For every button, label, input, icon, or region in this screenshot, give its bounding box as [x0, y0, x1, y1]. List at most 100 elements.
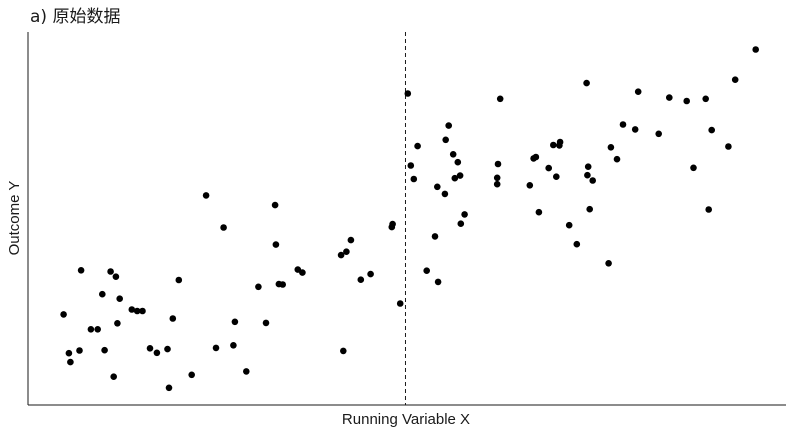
data-point — [634, 88, 642, 95]
points-layer — [60, 46, 759, 392]
data-point — [434, 278, 442, 286]
data-point — [343, 248, 350, 255]
data-point — [67, 358, 74, 366]
data-point — [271, 201, 279, 209]
data-point — [607, 144, 615, 151]
data-point — [299, 269, 306, 276]
data-point — [573, 240, 581, 248]
data-point — [631, 126, 639, 133]
data-point — [619, 121, 627, 128]
data-point — [457, 220, 465, 227]
data-point — [461, 211, 468, 218]
x-axis-label: Running Variable X — [342, 411, 470, 428]
data-point — [99, 290, 106, 298]
data-point — [112, 273, 120, 281]
data-point — [410, 175, 418, 183]
data-point — [114, 320, 121, 327]
data-point — [357, 276, 365, 284]
data-point — [535, 208, 543, 216]
data-point — [584, 171, 591, 179]
data-point — [340, 347, 347, 355]
data-point — [496, 95, 504, 103]
data-point — [494, 160, 502, 168]
data-point — [94, 326, 101, 333]
data-point — [279, 281, 287, 288]
data-point — [77, 267, 85, 274]
data-point — [231, 318, 239, 326]
data-point — [532, 153, 540, 161]
data-point — [243, 368, 250, 375]
data-point — [337, 251, 345, 259]
data-point — [212, 344, 220, 352]
data-point — [139, 307, 146, 315]
data-point — [589, 177, 596, 184]
data-point — [110, 373, 117, 381]
data-point — [584, 163, 592, 170]
data-point — [565, 221, 573, 229]
data-point — [414, 142, 421, 150]
data-point — [175, 276, 183, 284]
data-point — [116, 295, 123, 303]
data-point — [133, 307, 141, 315]
data-point — [526, 182, 534, 189]
data-point — [445, 122, 453, 129]
data-point — [60, 311, 67, 318]
data-point — [752, 46, 759, 53]
data-point — [666, 94, 673, 101]
data-point — [708, 126, 715, 134]
data-point — [367, 270, 374, 278]
data-point — [434, 183, 441, 191]
data-point — [725, 143, 732, 150]
data-point — [389, 220, 396, 228]
data-point — [128, 306, 136, 313]
data-point — [556, 138, 564, 146]
data-point — [165, 384, 173, 392]
data-point — [613, 155, 621, 163]
data-point — [683, 97, 690, 105]
data-point — [65, 349, 73, 357]
data-point — [655, 130, 662, 138]
data-point — [101, 346, 108, 354]
data-point — [404, 90, 412, 97]
data-point — [454, 158, 462, 166]
data-point — [586, 205, 593, 213]
data-point — [451, 174, 459, 182]
data-point — [347, 236, 355, 244]
data-point — [255, 283, 262, 291]
chart-title: a) 原始数据 — [30, 7, 120, 27]
data-point — [164, 345, 171, 353]
data-point — [456, 172, 464, 179]
data-point — [583, 79, 590, 87]
data-point — [545, 164, 552, 172]
data-point — [441, 190, 449, 198]
data-point — [493, 174, 501, 182]
data-point — [605, 260, 612, 267]
data-point — [423, 267, 431, 275]
data-point — [442, 136, 450, 144]
data-point — [220, 224, 227, 231]
data-point — [272, 241, 280, 248]
data-point — [702, 95, 709, 103]
data-point — [690, 164, 697, 172]
data-point — [76, 347, 83, 354]
data-point — [550, 141, 557, 149]
data-point — [87, 326, 95, 333]
data-point — [449, 151, 457, 158]
data-point — [230, 342, 237, 349]
data-point — [396, 300, 404, 307]
data-point — [493, 180, 501, 188]
data-point — [705, 206, 712, 213]
data-point — [169, 315, 177, 322]
data-point — [731, 76, 739, 83]
data-point — [146, 345, 154, 352]
data-point — [431, 233, 439, 240]
data-point — [553, 173, 560, 180]
data-point — [407, 162, 415, 169]
y-axis-label: Outcome Y — [6, 181, 23, 256]
data-point — [107, 268, 114, 275]
data-point — [188, 371, 195, 379]
data-point — [202, 192, 210, 199]
data-point — [153, 349, 161, 357]
data-point — [262, 319, 270, 327]
